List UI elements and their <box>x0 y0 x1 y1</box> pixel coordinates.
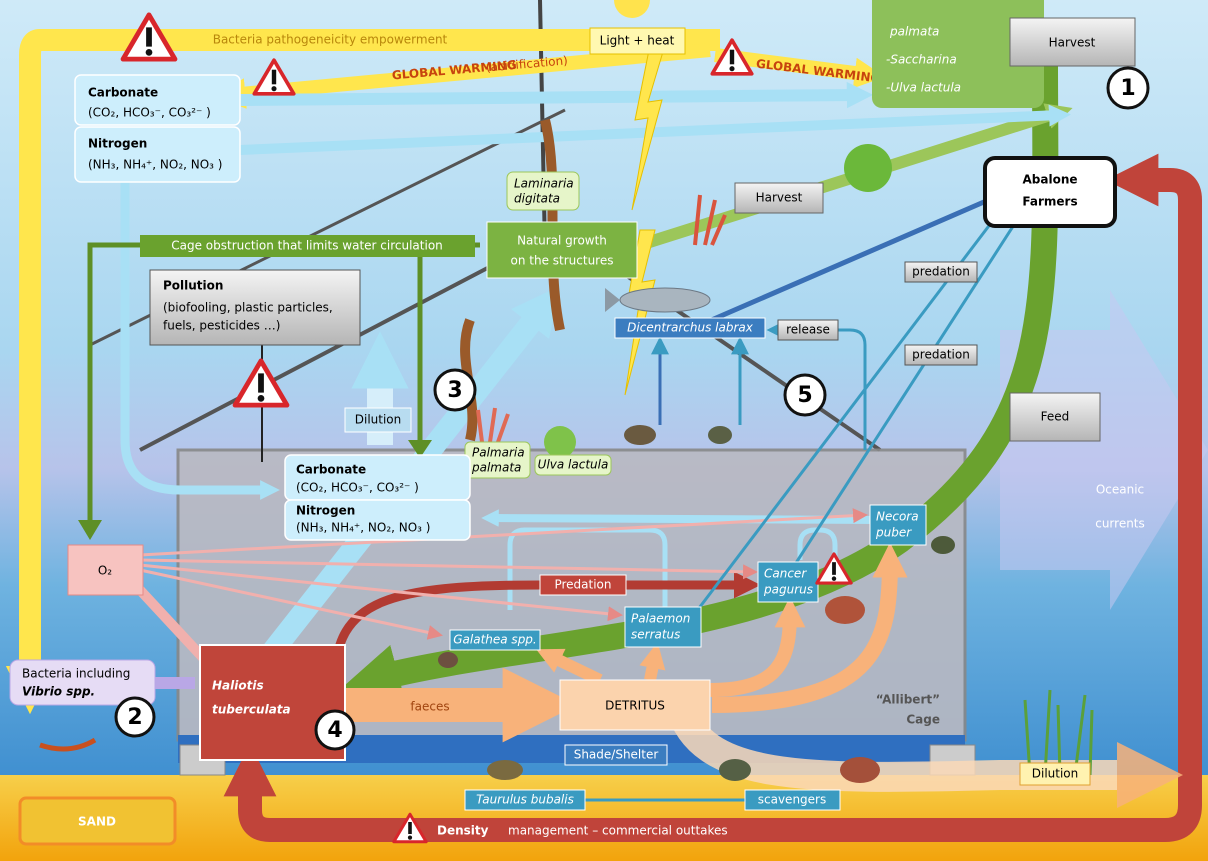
label: Cancer <box>764 567 807 581</box>
fish <box>620 288 710 312</box>
label: Shade/Shelter <box>574 748 659 762</box>
label: pagurus <box>763 583 813 597</box>
label: Density <box>437 824 489 838</box>
label: O₂ <box>98 564 112 578</box>
label: currents <box>1095 517 1145 531</box>
label: Harvest <box>756 191 803 205</box>
crab <box>719 759 751 781</box>
label: serratus <box>631 628 680 642</box>
detritus-arrow <box>650 655 655 680</box>
diagram: Bacteria pathogeneicity empowerment Ligh… <box>0 0 1208 861</box>
number: 4 <box>327 718 342 743</box>
label: Harvest <box>1049 36 1096 50</box>
label: Oceanic <box>1096 483 1144 497</box>
number: 1 <box>1120 76 1135 101</box>
label: Palmaria <box>472 446 525 460</box>
label: “Allibert” <box>876 693 940 707</box>
number: 2 <box>127 705 142 730</box>
label: DETRITUS <box>605 699 665 713</box>
label: Feed <box>1041 410 1070 424</box>
crab <box>825 596 865 624</box>
ulva <box>844 144 892 192</box>
label: Galathea spp. <box>453 633 537 647</box>
crab <box>708 426 732 444</box>
taurulus <box>487 760 523 780</box>
label: Pollution <box>163 279 223 293</box>
label: (CO₂, HCO₃⁻, CO₃²⁻ ) <box>88 106 211 120</box>
label: Cage obstruction that limits water circu… <box>171 239 443 253</box>
ulva <box>544 426 576 458</box>
crab <box>840 757 880 783</box>
label: palmata <box>471 461 521 475</box>
label: Predation <box>554 578 611 592</box>
natural-growth-box <box>487 222 637 278</box>
label: palmata <box>889 25 939 39</box>
label: Taurulus bubalis <box>476 793 574 807</box>
label: puber <box>875 526 912 540</box>
label: faeces <box>410 700 449 714</box>
label: Dilution <box>355 413 402 427</box>
label: Carbonate <box>88 86 158 100</box>
label: (NH₃, NH₄⁺, NO₂, NO₃ ) <box>88 158 222 172</box>
number: 3 <box>447 378 462 403</box>
label: Abalone <box>1022 173 1077 187</box>
label: Bacteria including <box>22 667 130 681</box>
label: digitata <box>514 192 560 206</box>
label: Ulva lactula <box>538 458 609 472</box>
label: Vibrio spp. <box>22 685 95 699</box>
label: Nitrogen <box>296 504 355 518</box>
label: -Saccharina <box>886 53 957 67</box>
page: Abalone IMTA cage diagram {"top": {"bact… <box>0 0 1208 861</box>
number: 5 <box>797 383 812 408</box>
label: Dicentrarchus labrax <box>627 321 754 335</box>
label: fuels, pesticides …) <box>163 319 280 333</box>
label: Bacteria pathogeneicity empowerment <box>213 33 448 47</box>
label: -Ulva lactula <box>886 81 961 95</box>
label: Laminaria <box>514 177 574 191</box>
label: Necora <box>876 510 919 524</box>
label: (CO₂, HCO₃⁻, CO₃²⁻ ) <box>296 481 419 495</box>
label: (NH₃, NH₄⁺, NO₂, NO₃ ) <box>296 521 430 535</box>
label: scavengers <box>758 793 826 807</box>
label: predation <box>912 265 970 279</box>
label: Palaemon <box>631 612 690 626</box>
label: on the structures <box>511 254 614 268</box>
label: Haliotis <box>212 679 264 693</box>
label: SAND <box>78 815 116 829</box>
body: Bacteria pathogeneicity empowerment Ligh… <box>0 0 1208 861</box>
label: management – commercial outtakes <box>508 824 728 838</box>
carbonate-arrow <box>240 95 860 100</box>
fish <box>624 425 656 445</box>
label: Natural growth <box>517 234 607 248</box>
label: (biofooling, plastic particles, <box>163 301 333 315</box>
label: predation <box>912 348 970 362</box>
label: tuberculata <box>212 703 291 717</box>
label: Nitrogen <box>88 137 147 151</box>
label: Light + heat <box>600 34 675 48</box>
crab <box>931 536 955 554</box>
galathea <box>438 652 458 668</box>
label: Cage <box>906 713 940 727</box>
nitrogen-box <box>75 127 240 182</box>
label: Carbonate <box>296 463 366 477</box>
label: release <box>786 323 830 337</box>
abalone-farmers-box <box>985 158 1115 226</box>
label: Dilution <box>1032 767 1079 781</box>
label: Farmers <box>1022 195 1077 209</box>
